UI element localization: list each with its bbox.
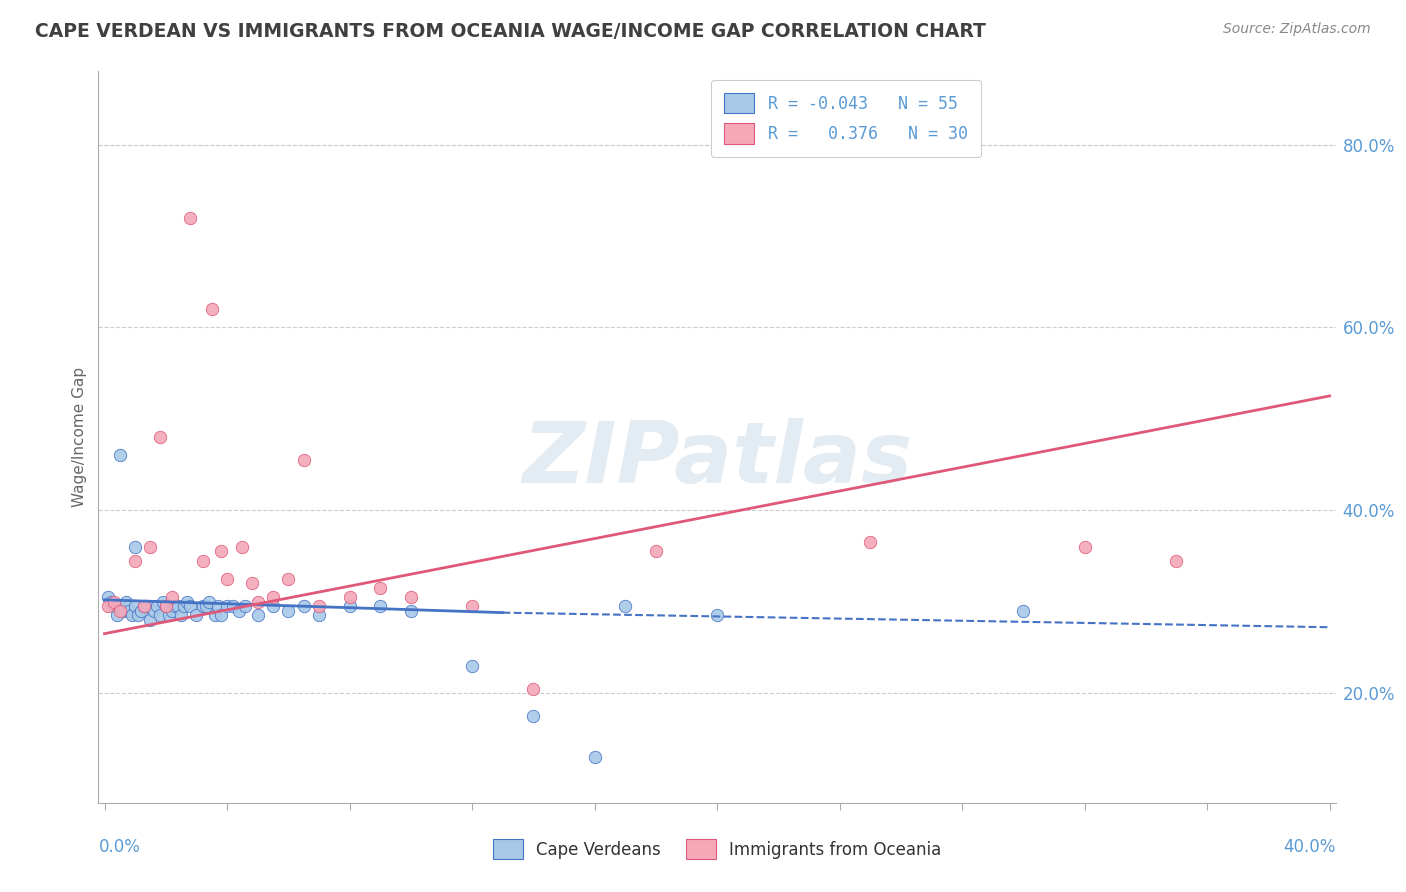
Point bbox=[1166, 553, 1188, 567]
Point bbox=[339, 590, 361, 604]
Point bbox=[368, 599, 391, 614]
Point bbox=[222, 599, 245, 614]
Point bbox=[173, 599, 195, 614]
Point bbox=[103, 599, 125, 614]
Point bbox=[308, 608, 330, 623]
Text: Source: ZipAtlas.com: Source: ZipAtlas.com bbox=[1223, 22, 1371, 37]
Point bbox=[522, 681, 544, 696]
Point bbox=[124, 599, 146, 614]
Point bbox=[145, 599, 167, 614]
Point bbox=[97, 599, 120, 614]
Point bbox=[149, 608, 172, 623]
Point bbox=[209, 608, 232, 623]
Point bbox=[706, 608, 728, 623]
Point bbox=[292, 453, 315, 467]
Point bbox=[644, 544, 666, 558]
Point bbox=[111, 604, 134, 618]
Point bbox=[399, 604, 422, 618]
Point bbox=[103, 594, 125, 608]
Point bbox=[134, 599, 156, 614]
Point bbox=[201, 301, 224, 317]
Point bbox=[124, 540, 146, 554]
Point bbox=[246, 594, 269, 608]
Point bbox=[277, 572, 299, 586]
Point bbox=[292, 599, 315, 614]
Point bbox=[134, 599, 156, 614]
Point bbox=[157, 608, 180, 623]
Point bbox=[209, 544, 232, 558]
Point bbox=[97, 590, 120, 604]
Point bbox=[152, 594, 174, 608]
Point bbox=[124, 553, 146, 567]
Point bbox=[160, 604, 183, 618]
Point bbox=[240, 576, 263, 591]
Point bbox=[262, 590, 284, 604]
Point bbox=[228, 604, 250, 618]
Point bbox=[186, 608, 208, 623]
Point bbox=[108, 448, 131, 462]
Point bbox=[191, 553, 214, 567]
Point bbox=[461, 599, 484, 614]
Y-axis label: Wage/Income Gap: Wage/Income Gap bbox=[72, 367, 87, 508]
Point bbox=[339, 599, 361, 614]
Point bbox=[277, 604, 299, 618]
Point bbox=[262, 599, 284, 614]
Point bbox=[155, 599, 177, 614]
Point bbox=[368, 581, 391, 595]
Point bbox=[215, 599, 238, 614]
Point bbox=[179, 599, 201, 614]
Point bbox=[121, 608, 143, 623]
Point bbox=[235, 599, 257, 614]
Point bbox=[194, 599, 217, 614]
Point bbox=[127, 608, 149, 623]
Point bbox=[100, 594, 122, 608]
Point bbox=[461, 658, 484, 673]
Text: CAPE VERDEAN VS IMMIGRANTS FROM OCEANIA WAGE/INCOME GAP CORRELATION CHART: CAPE VERDEAN VS IMMIGRANTS FROM OCEANIA … bbox=[35, 22, 986, 41]
Point bbox=[118, 604, 141, 618]
Point bbox=[108, 599, 131, 614]
Point bbox=[108, 604, 131, 618]
Text: ZIPatlas: ZIPatlas bbox=[522, 417, 912, 500]
Point bbox=[176, 594, 198, 608]
Point bbox=[105, 608, 128, 623]
Point bbox=[115, 594, 138, 608]
Point bbox=[170, 608, 193, 623]
Point bbox=[142, 604, 165, 618]
Point bbox=[207, 599, 229, 614]
Text: 0.0%: 0.0% bbox=[98, 838, 141, 856]
Point bbox=[1012, 604, 1035, 618]
Point bbox=[231, 540, 253, 554]
Point bbox=[136, 599, 159, 614]
Point bbox=[204, 608, 226, 623]
Point bbox=[149, 430, 172, 444]
Point bbox=[614, 599, 637, 614]
Text: 40.0%: 40.0% bbox=[1284, 838, 1336, 856]
Point bbox=[522, 709, 544, 723]
Point bbox=[197, 594, 219, 608]
Point bbox=[139, 613, 162, 627]
Point bbox=[215, 572, 238, 586]
Legend: Cape Verdeans, Immigrants from Oceania: Cape Verdeans, Immigrants from Oceania bbox=[485, 830, 949, 868]
Point bbox=[139, 540, 162, 554]
Point bbox=[246, 608, 269, 623]
Point bbox=[179, 211, 201, 225]
Point bbox=[583, 750, 606, 764]
Point bbox=[859, 535, 882, 549]
Point bbox=[163, 599, 186, 614]
Point bbox=[399, 590, 422, 604]
Point bbox=[129, 604, 152, 618]
Point bbox=[1073, 540, 1095, 554]
Point bbox=[191, 599, 214, 614]
Point bbox=[308, 599, 330, 614]
Point bbox=[155, 599, 177, 614]
Point bbox=[167, 599, 190, 614]
Point bbox=[160, 590, 183, 604]
